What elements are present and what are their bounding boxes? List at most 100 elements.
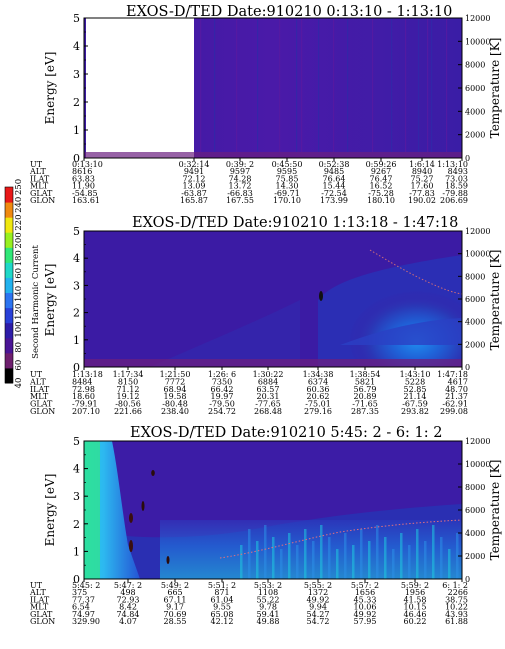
- ephemeris-value: 46.46: [404, 610, 427, 619]
- streak: [312, 541, 315, 579]
- ephemeris-value: 75.27: [411, 174, 434, 183]
- ut-tick-label: 1:13:18: [72, 370, 103, 379]
- y2-tick-label: 8000: [465, 61, 485, 70]
- panel-1: EXOS-D/TED Date:910210 0:13:10 - 1:13:10…: [29, 4, 502, 205]
- ephemeris-value: 38.75: [445, 595, 468, 604]
- panel-2: EXOS-D/TED Date:910210 1:13:18 - 1:47:18…: [29, 215, 502, 416]
- ephemeris-value: 9.94: [309, 603, 327, 612]
- ephemeris-value: 52.85: [404, 385, 427, 394]
- ephemeris-value: 1656: [355, 588, 375, 597]
- streak: [431, 18, 433, 152]
- ephemeris-value: 72.12: [183, 174, 206, 183]
- streak: [318, 18, 320, 152]
- ephemeris-value: 17.60: [411, 182, 434, 191]
- ephemeris-value: 49.92: [307, 595, 330, 604]
- ephemeris-value: 66.42: [211, 385, 234, 394]
- ephemeris-value: 190.02: [408, 196, 436, 205]
- ephemeris-value: 299.08: [440, 407, 468, 416]
- streak: [392, 549, 395, 579]
- y2-tick-label: 6000: [465, 295, 485, 304]
- y2-tick-label: 0: [465, 154, 470, 163]
- ephemeris-value: 9.55: [213, 603, 231, 612]
- colorbar-segment: [5, 262, 13, 278]
- colorbar-segment: [5, 352, 13, 369]
- colorbar-tick-label: 250: [14, 179, 24, 195]
- ephemeris-value: 8150: [118, 377, 138, 386]
- ephemeris-row-label: ALT: [29, 167, 46, 176]
- streak: [256, 541, 259, 579]
- streak: [296, 545, 299, 579]
- ephemeris-value: 45.33: [354, 595, 377, 604]
- colorbar-segment: [5, 322, 13, 339]
- streak: [328, 537, 331, 579]
- y2-tick-label: 8000: [465, 483, 485, 492]
- ephemeris-value: -77.65: [255, 400, 281, 409]
- y2-tick-label: 4000: [465, 107, 485, 116]
- ephemeris-value: -67.59: [402, 400, 428, 409]
- ephemeris-value: 73.03: [445, 174, 468, 183]
- colorbar-title: Second Harmonic Current: [31, 245, 41, 359]
- streak: [344, 533, 347, 579]
- ephemeris-value: 76.47: [370, 174, 393, 183]
- streak: [400, 533, 403, 579]
- y2-tick-label: 2000: [465, 131, 485, 140]
- panel-2-title: EXOS-D/TED Date:910210 1:13:18 - 1:47:18: [132, 215, 458, 231]
- ephemeris-value: 74.97: [72, 610, 95, 619]
- colorbar-segment: [5, 277, 13, 294]
- y2-tick-label: 6000: [465, 506, 485, 515]
- ephemeris-value: 163.61: [72, 196, 100, 205]
- ephemeris-value: 279.16: [304, 407, 332, 416]
- y-tick-label: 1: [73, 545, 80, 558]
- colorbar-tick-label: 120: [14, 304, 24, 320]
- ephemeris-row-label: GLAT: [30, 400, 53, 409]
- ephemeris-value: 1372: [308, 588, 328, 597]
- ephemeris-value: 74.84: [117, 610, 140, 619]
- panel-3-title: EXOS-D/TED Date:910210 5:45: 2 - 6: 1: 2: [130, 425, 443, 441]
- y-tick-label: 0: [73, 573, 80, 586]
- streak: [264, 525, 267, 579]
- colorbar-tick-label: 60: [14, 360, 24, 371]
- panel-3-green-edge: [84, 441, 100, 579]
- ephemeris-value: -80.56: [115, 400, 141, 409]
- y2-tick-label: 10000: [465, 460, 490, 469]
- ephemeris-value: 5821: [355, 377, 375, 386]
- streak: [446, 18, 448, 152]
- ephemeris-value: 61.88: [445, 617, 468, 626]
- ephemeris-value: -62.91: [442, 400, 468, 409]
- ephemeris-value: 71.12: [117, 385, 140, 394]
- ephemeris-value: 1108: [258, 588, 278, 597]
- ephemeris-row-label: GLAT: [30, 610, 53, 619]
- ephemeris-value: 13.09: [183, 182, 206, 191]
- ephemeris-value: 59.41: [257, 610, 280, 619]
- ephemeris-value: 207.10: [72, 407, 100, 416]
- ephemeris-row-label: ILAT: [30, 385, 50, 394]
- y-tick-label: 1: [73, 124, 80, 137]
- streak: [372, 18, 374, 152]
- colorbar-tick-label: 220: [14, 215, 24, 231]
- ephemeris-value: 498: [120, 588, 135, 597]
- y2-tick-label: 10000: [465, 250, 490, 259]
- y-tick-label: 4: [73, 252, 80, 265]
- streak: [416, 529, 419, 579]
- y2-tick-label: 10000: [465, 37, 490, 46]
- ephemeris-row-label: GLAT: [30, 189, 53, 198]
- ephemeris-value: 7350: [212, 377, 232, 386]
- colorbar-scale: [4, 186, 14, 384]
- panel-2-ticks: 0 1 2 3 4 5 0 2000 4000 6000 8000 10000 12000: [73, 225, 490, 374]
- ephemeris-value: 268.48: [254, 407, 282, 416]
- colorbar-tick-label: 100: [14, 321, 24, 337]
- ephemeris-value: 72.98: [72, 385, 95, 394]
- ephemeris-value: 19.97: [211, 392, 234, 401]
- ephemeris-value: 49.92: [354, 610, 377, 619]
- panel-2-ylabel: Energy [eV]: [43, 264, 57, 337]
- ephemeris-value: 871: [214, 588, 229, 597]
- y-tick-label: 2: [73, 307, 80, 320]
- y2-tick-label: 12000: [465, 227, 490, 236]
- colorbar-tick-label: 80: [14, 342, 24, 353]
- streak: [240, 545, 243, 579]
- panel-1-spectrogram: [84, 18, 462, 158]
- panel-3-low-gradient: [160, 520, 462, 579]
